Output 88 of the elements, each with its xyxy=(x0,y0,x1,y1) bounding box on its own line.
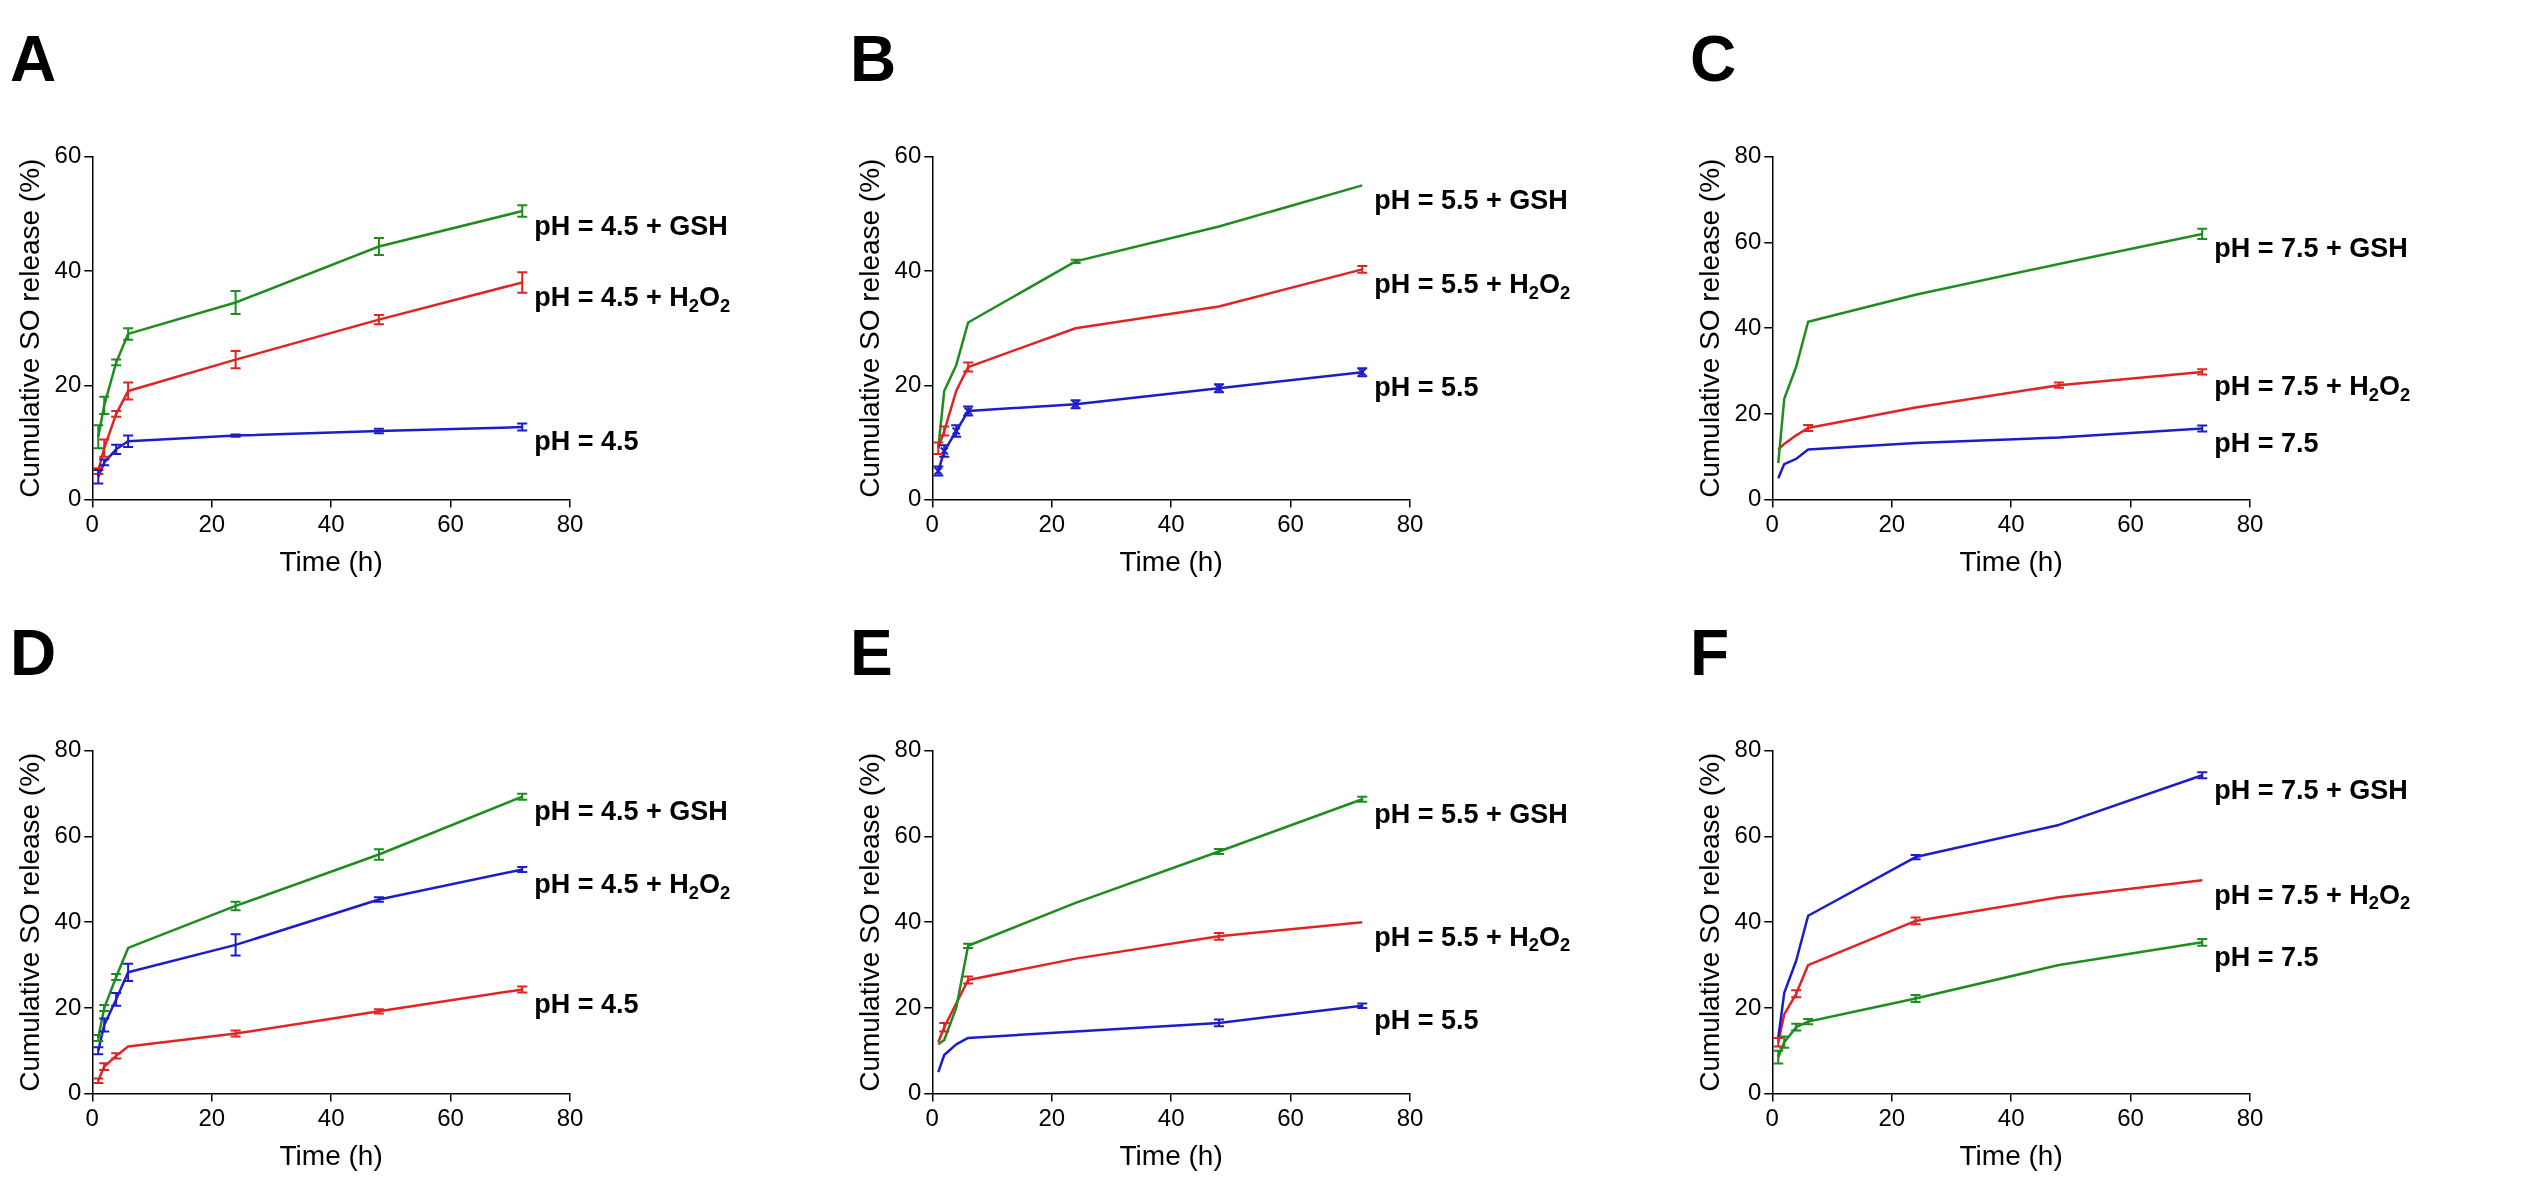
y-tick-label: 40 xyxy=(54,906,82,934)
chart-title: D xyxy=(10,617,57,690)
chart-title: F xyxy=(1690,617,1730,690)
series-label: pH = 7.5 + GSH xyxy=(2214,233,2408,264)
x-axis-title: Time (h) xyxy=(1119,1139,1223,1171)
y-axis-title: Cumulative SO release (%) xyxy=(1693,158,1725,498)
x-tick-label: 0 xyxy=(85,509,99,537)
x-tick-label: 20 xyxy=(1038,509,1066,537)
x-tick-label: 60 xyxy=(437,1103,464,1131)
x-tick-label: 20 xyxy=(1038,1103,1066,1131)
x-tick-label: 0 xyxy=(1765,509,1779,537)
series-label: pH = 7.5 xyxy=(2214,427,2319,458)
series-label: pH = 5.5 xyxy=(1374,371,1479,402)
x-tick-label: 60 xyxy=(2117,1103,2144,1131)
y-tick-label: 60 xyxy=(1734,821,1762,849)
x-axis-title: Time (h) xyxy=(1959,1139,2063,1171)
x-tick-label: 0 xyxy=(925,1103,939,1131)
y-tick-label: 20 xyxy=(1734,398,1762,426)
x-tick-label: 20 xyxy=(1878,509,1906,537)
y-tick-label: 80 xyxy=(894,735,922,763)
y-tick-label: 40 xyxy=(1734,906,1762,934)
series-label: pH = 5.5 xyxy=(1374,1005,1479,1036)
series-label: pH = 7.5 + GSH xyxy=(2214,774,2408,805)
y-tick-label: 0 xyxy=(907,1078,922,1106)
chart-title: B xyxy=(850,23,897,96)
y-tick-label: 40 xyxy=(1734,312,1762,340)
x-tick-label: 40 xyxy=(1157,1103,1185,1131)
x-tick-label: 0 xyxy=(85,1103,99,1131)
y-tick-label: 0 xyxy=(67,1078,82,1106)
x-tick-label: 60 xyxy=(437,509,464,537)
y-tick-label: 20 xyxy=(54,992,82,1020)
y-tick-label: 80 xyxy=(1734,141,1762,169)
x-axis-title: Time (h) xyxy=(1119,545,1223,577)
y-tick-label: 0 xyxy=(1747,1078,1762,1106)
x-tick-label: 40 xyxy=(1997,509,2025,537)
y-tick-label: 20 xyxy=(1734,992,1762,1020)
y-tick-label: 40 xyxy=(894,906,922,934)
x-tick-label: 80 xyxy=(2236,509,2264,537)
x-tick-label: 0 xyxy=(925,509,939,537)
y-axis-title: Cumulative SO release (%) xyxy=(13,752,45,1092)
y-tick-label: 80 xyxy=(1734,735,1762,763)
x-tick-label: 60 xyxy=(1277,509,1304,537)
x-tick-label: 80 xyxy=(1396,1103,1424,1131)
x-tick-label: 0 xyxy=(1765,1103,1779,1131)
y-tick-label: 80 xyxy=(54,735,82,763)
y-tick-label: 0 xyxy=(907,484,922,512)
series-label: pH = 4.5 + GSH xyxy=(534,796,728,827)
series-label: pH = 7.5 xyxy=(2214,941,2319,972)
y-tick-label: 20 xyxy=(894,369,922,397)
x-tick-label: 80 xyxy=(2236,1103,2264,1131)
x-axis-title: Time (h) xyxy=(279,545,383,577)
y-axis-title: Cumulative SO release (%) xyxy=(853,158,885,498)
y-tick-label: 0 xyxy=(67,484,82,512)
series-label: pH = 4.5 xyxy=(534,426,639,457)
y-tick-label: 20 xyxy=(894,992,922,1020)
y-tick-label: 0 xyxy=(1747,484,1762,512)
x-tick-label: 40 xyxy=(1157,509,1185,537)
y-axis-title: Cumulative SO release (%) xyxy=(13,158,45,498)
x-tick-label: 40 xyxy=(1997,1103,2025,1131)
x-tick-label: 40 xyxy=(317,1103,345,1131)
series-label: pH = 4.5 xyxy=(534,988,639,1019)
x-tick-label: 60 xyxy=(2117,509,2144,537)
y-tick-label: 60 xyxy=(54,141,82,169)
y-axis-title: Cumulative SO release (%) xyxy=(853,752,885,1092)
series-label: pH = 4.5 + GSH xyxy=(534,210,728,241)
x-tick-label: 60 xyxy=(1277,1103,1304,1131)
y-tick-label: 60 xyxy=(894,821,922,849)
y-tick-label: 20 xyxy=(54,369,82,397)
chart-title: A xyxy=(10,23,57,96)
y-tick-label: 60 xyxy=(1734,227,1762,255)
y-tick-label: 60 xyxy=(54,821,82,849)
chart-title: E xyxy=(850,617,893,690)
chart-title: C xyxy=(1690,23,1737,96)
y-tick-label: 40 xyxy=(54,255,82,283)
x-tick-label: 20 xyxy=(198,509,226,537)
x-tick-label: 20 xyxy=(198,1103,226,1131)
x-tick-label: 20 xyxy=(1878,1103,1906,1131)
x-tick-label: 40 xyxy=(317,509,345,537)
series-label: pH = 5.5 + GSH xyxy=(1374,798,1568,829)
x-tick-label: 80 xyxy=(1396,509,1424,537)
y-tick-label: 40 xyxy=(894,255,922,283)
series-label: pH = 5.5 + GSH xyxy=(1374,184,1568,215)
x-tick-label: 80 xyxy=(556,1103,584,1131)
y-tick-label: 60 xyxy=(894,141,922,169)
x-axis-title: Time (h) xyxy=(279,1139,383,1171)
x-axis-title: Time (h) xyxy=(1959,545,2063,577)
y-axis-title: Cumulative SO release (%) xyxy=(1693,752,1725,1092)
x-tick-label: 80 xyxy=(556,509,584,537)
